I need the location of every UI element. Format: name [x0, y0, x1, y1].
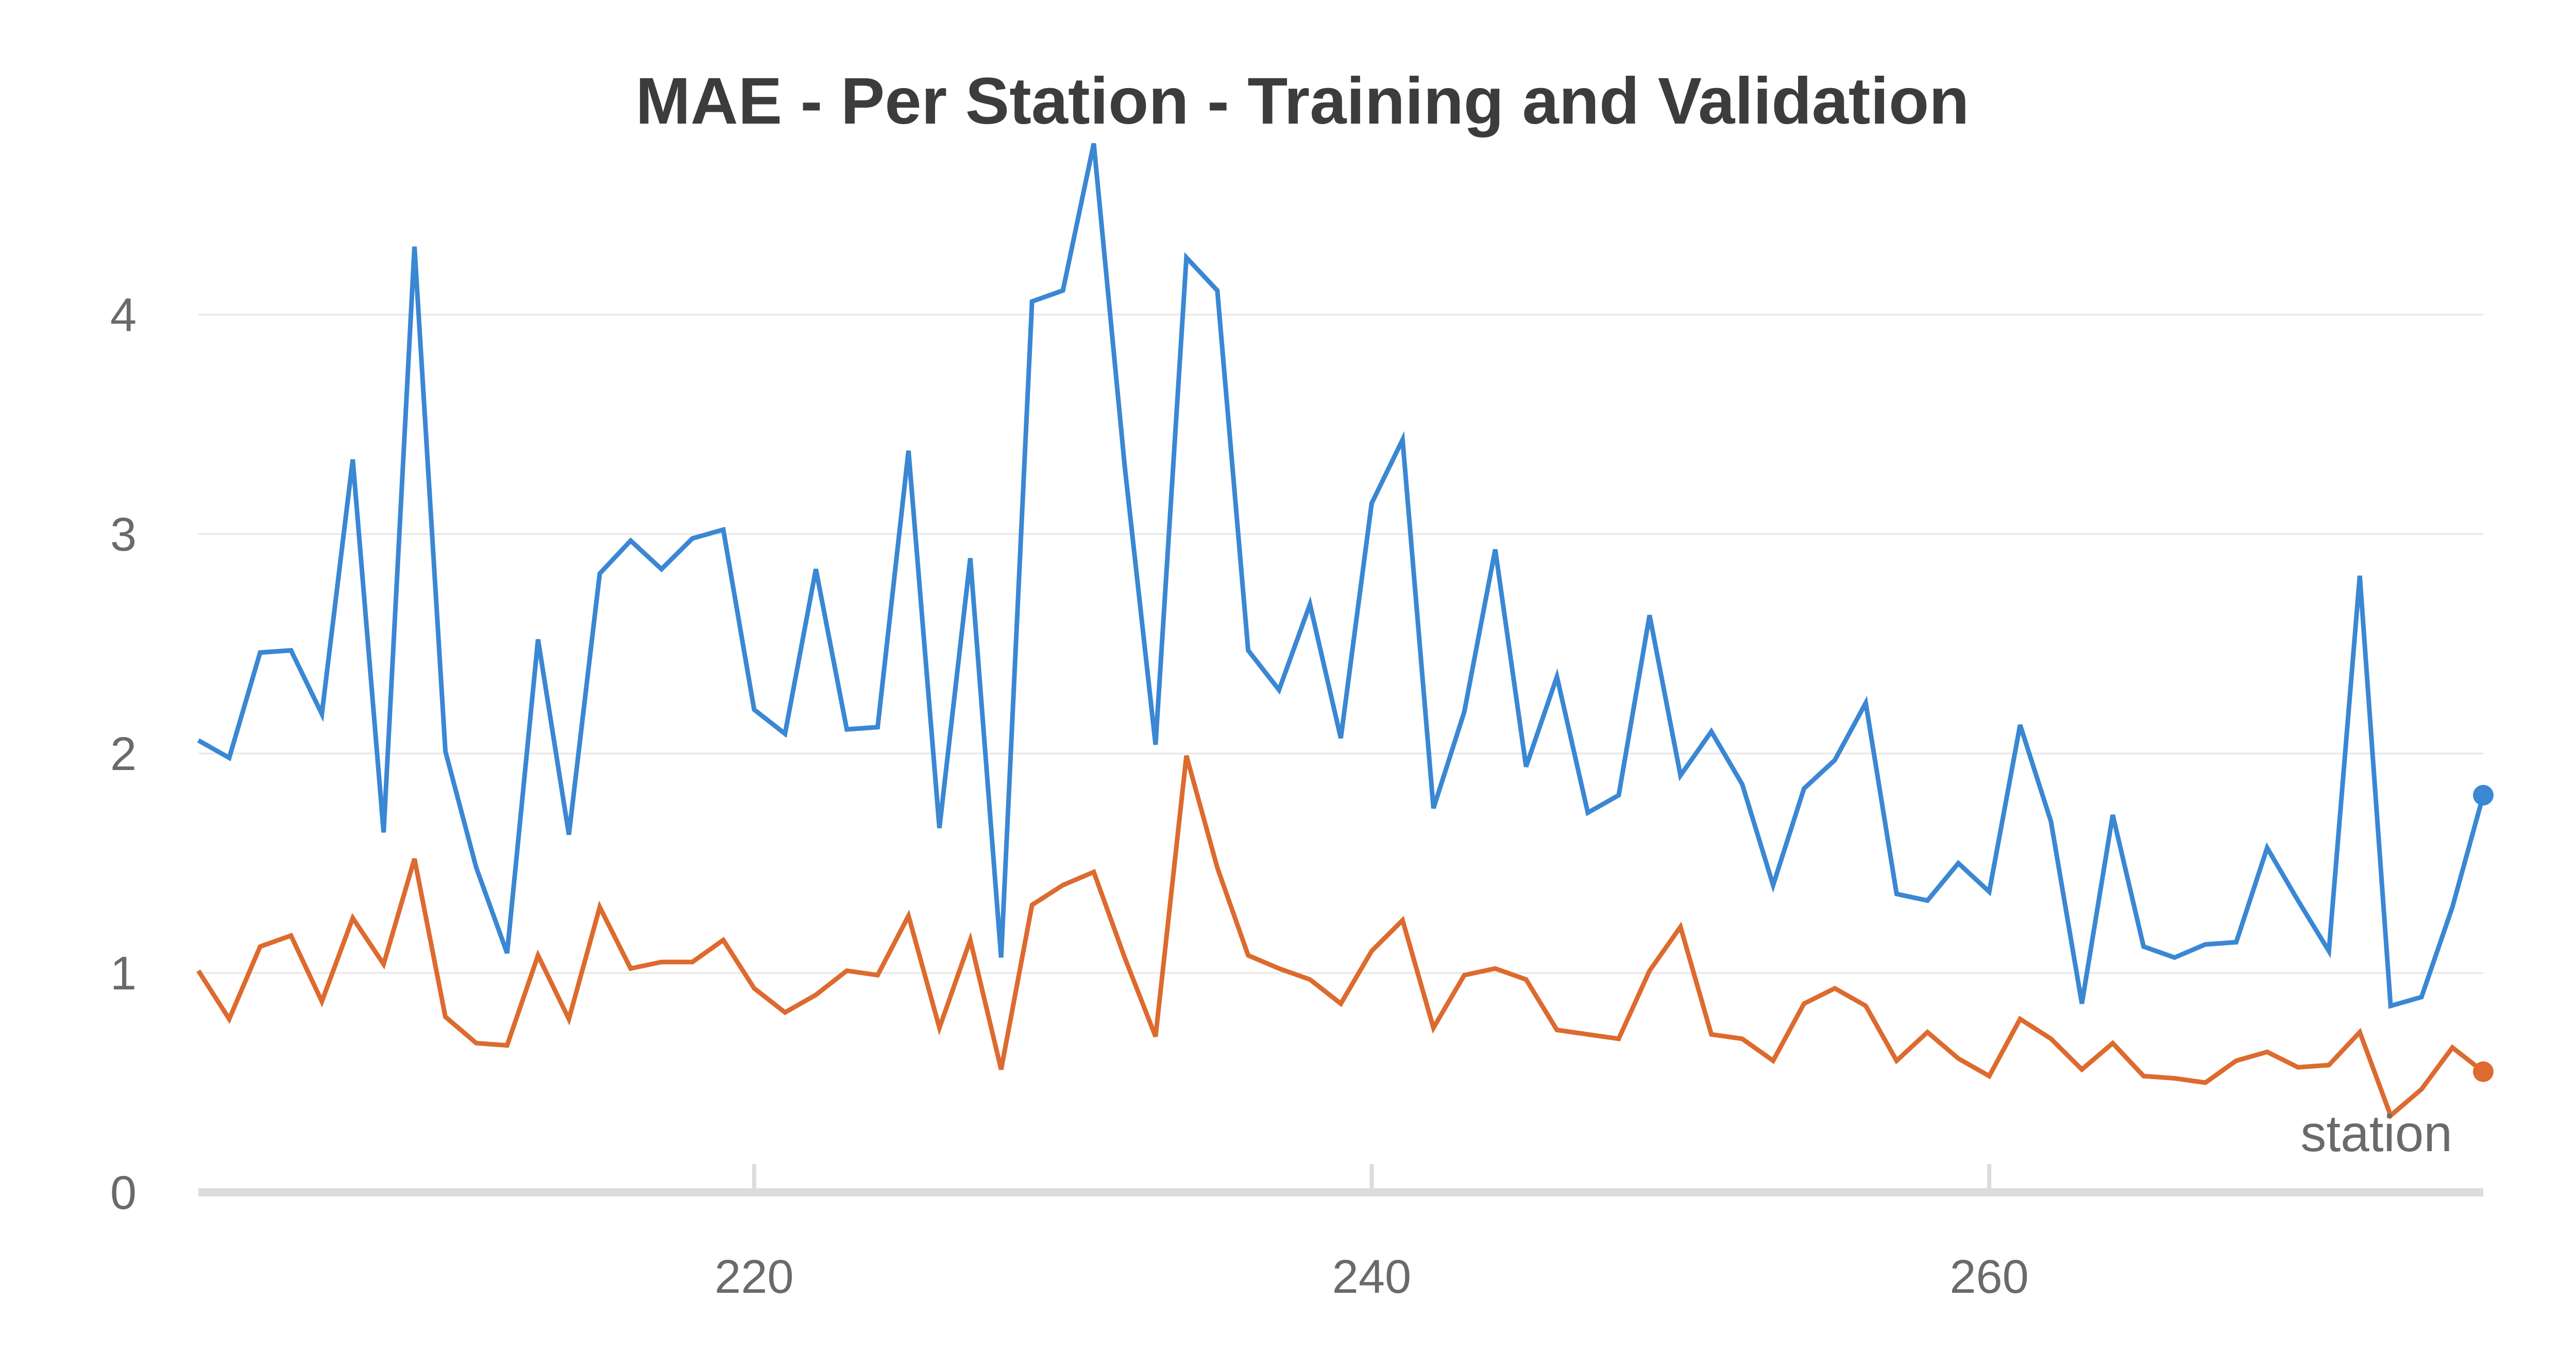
series-end-marker	[2473, 1061, 2494, 1082]
series-line-1	[197, 143, 2486, 1009]
series-lines	[196, 143, 2494, 1120]
y-tick-label: 0	[110, 1167, 137, 1219]
series-end-marker	[2473, 784, 2494, 806]
y-axis-ticks: 0 1 2 3 4	[110, 289, 137, 1219]
x-tick-label: 240	[1332, 1251, 1412, 1303]
y-tick-label: 3	[110, 508, 137, 561]
x-axis: 220 240 260	[198, 1164, 2483, 1303]
chart-title: MAE - Per Station - Training and Validat…	[636, 64, 1970, 138]
x-tick-label: 260	[1950, 1251, 2029, 1303]
y-tick-label: 2	[110, 728, 137, 780]
x-axis-label: station	[2300, 1105, 2452, 1162]
gridlines	[198, 314, 2483, 974]
x-tick-label: 220	[715, 1251, 794, 1303]
y-tick-label: 4	[110, 289, 137, 341]
series-line-2	[196, 755, 2485, 1120]
y-tick-label: 1	[110, 947, 137, 1000]
